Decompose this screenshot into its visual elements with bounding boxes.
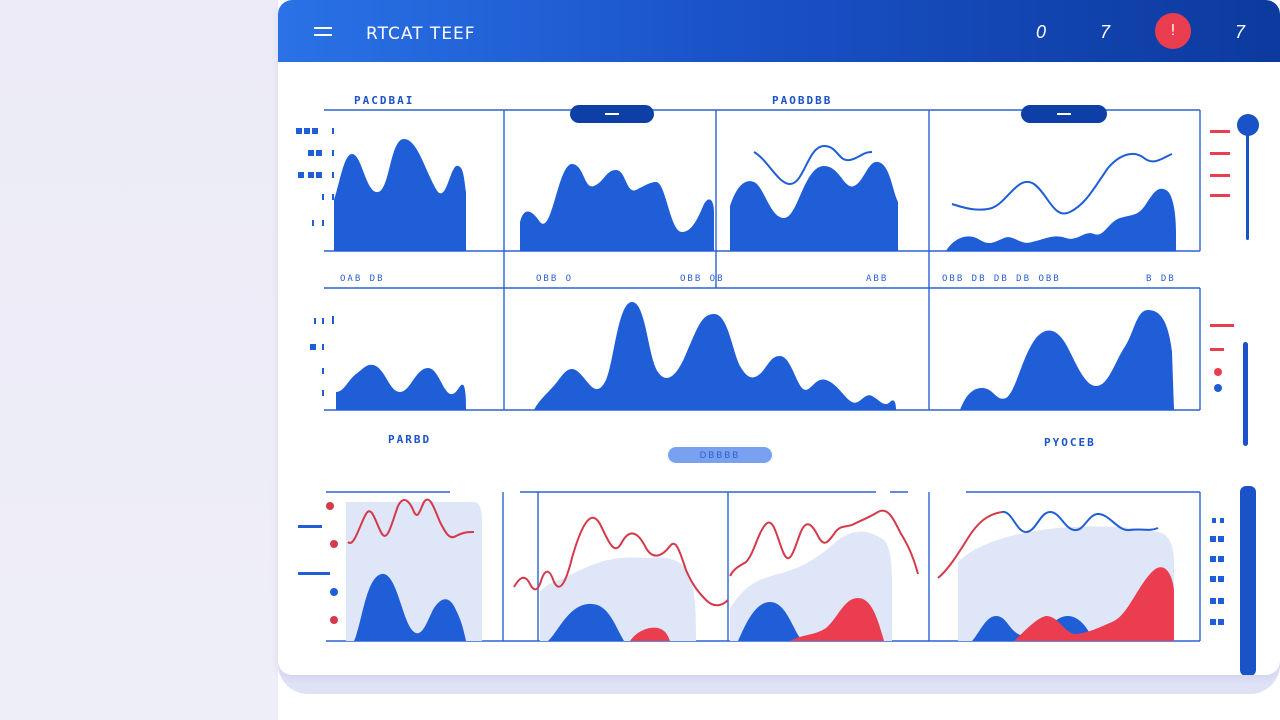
header-action-right[interactable]: 7 xyxy=(1235,22,1246,42)
area-r3-b xyxy=(548,603,624,641)
area-r3-a xyxy=(354,573,466,641)
section-label-top-left: PACDBAI xyxy=(354,94,415,107)
line-r3-d2 xyxy=(1001,510,1159,534)
area-r3-b2 xyxy=(630,627,670,641)
scrollbar-mid[interactable] xyxy=(1243,342,1248,446)
line-r3-a xyxy=(347,498,475,544)
chip-row-f: B DB xyxy=(1146,274,1176,284)
app-title: RTCAT TEEF xyxy=(366,24,476,44)
legend-dot-blue-1 xyxy=(330,588,338,596)
chip-row-b: OBB O xyxy=(536,274,574,284)
alert-icon[interactable]: ! xyxy=(1155,13,1191,49)
hamburger-icon[interactable] xyxy=(314,27,334,37)
panel-toggle-pill-left[interactable] xyxy=(570,105,654,123)
line-r1-c xyxy=(753,144,873,186)
area-r2-b xyxy=(534,302,896,410)
chip-row-c: OBB OB xyxy=(680,274,725,284)
left-legend-r2 xyxy=(310,316,334,396)
left-blank-panel xyxy=(0,0,278,720)
section-label-bottom-right: PYOCEB xyxy=(1044,436,1096,449)
legend-dot-red-1 xyxy=(326,502,334,510)
slider-track[interactable] xyxy=(1246,134,1249,240)
area-r2-c xyxy=(960,310,1174,410)
panel-toggle-pill-right[interactable] xyxy=(1021,105,1107,123)
soft-r3-d xyxy=(958,526,1174,641)
dashboard-content: PACDBAI PAOBDBB PARBD PYOCEB DBBBB OAB D… xyxy=(278,62,1280,675)
chip-row-d: ABB xyxy=(866,274,889,284)
area-r3-d2 xyxy=(1014,567,1174,641)
left-legend-r3 xyxy=(298,525,330,575)
section-label-top-mid: PAOBDBB xyxy=(772,94,833,107)
scrollbar-main[interactable] xyxy=(1240,486,1256,675)
area-r1-a xyxy=(334,139,466,251)
line-r1-d xyxy=(951,152,1173,215)
line-r3-c xyxy=(729,509,919,577)
header-action-mid[interactable]: 7 xyxy=(1100,22,1111,42)
top-app-bar: RTCAT TEEF 0 7 ! 7 xyxy=(278,0,1280,62)
area-r3-c2 xyxy=(790,598,884,641)
chip-row-a: OAB DB xyxy=(340,274,385,284)
header-action-left[interactable]: 0 xyxy=(1036,22,1047,42)
left-legend-r1 xyxy=(296,128,334,226)
charts-canvas xyxy=(296,109,1234,642)
area-r3-c xyxy=(738,602,802,641)
area-r1-c xyxy=(730,161,898,251)
area-r1-d xyxy=(946,188,1176,251)
area-r2-a xyxy=(336,364,466,410)
filter-pill-center[interactable]: DBBBB xyxy=(668,447,772,463)
chip-row-e: OBB DB DB DB OBB xyxy=(942,274,1061,284)
section-label-bottom-left: PARBD xyxy=(388,433,432,446)
legend-dot-red-2 xyxy=(330,540,338,548)
right-legend-r1 xyxy=(1210,130,1230,197)
area-r1-b xyxy=(520,164,714,251)
line-r3-b xyxy=(513,516,729,607)
slider-knob[interactable] xyxy=(1237,114,1259,136)
legend-dot-red-3 xyxy=(330,616,338,624)
line-r3-d xyxy=(937,511,1003,579)
right-legend-r3 xyxy=(1210,518,1224,625)
right-legend-r2 xyxy=(1210,324,1234,392)
app-window: RTCAT TEEF 0 7 ! 7 xyxy=(278,0,1280,675)
